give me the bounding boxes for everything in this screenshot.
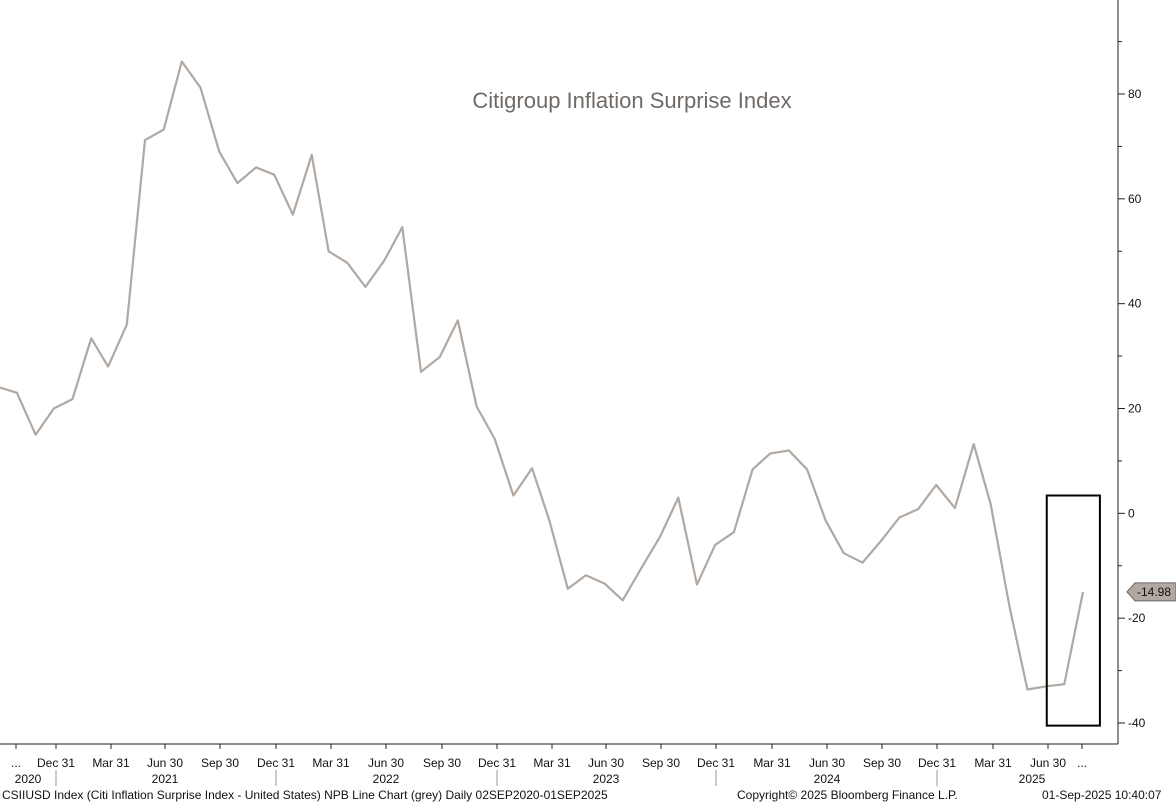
x-tick-label: Dec 31	[697, 756, 735, 770]
y-tick-label: 80	[1128, 87, 1142, 101]
year-label: 2024	[814, 772, 841, 786]
footer-left: CSIIUSD Index (Citi Inflation Surprise I…	[2, 788, 608, 802]
last-value-tag: -14.98	[1126, 582, 1176, 602]
y-tick-label: 0	[1128, 506, 1135, 520]
x-tick-label: Sep 30	[423, 756, 461, 770]
x-tick-label: Sep 30	[201, 756, 239, 770]
year-label: 2020	[15, 772, 42, 786]
y-tick-label: 60	[1128, 192, 1142, 206]
x-tick-label: Mar 31	[533, 756, 571, 770]
chart-title: Citigroup Inflation Surprise Index	[472, 88, 791, 113]
series-line	[0, 60, 1085, 691]
x-tick-label: Mar 31	[312, 756, 350, 770]
year-label: 2022	[373, 772, 400, 786]
x-axis: ... Dec 31 Mar 31 Jun 30 Sep 30 Dec 31 Mar 31 J…	[0, 743, 1118, 786]
y-tick-label: -20	[1128, 611, 1146, 625]
annotation-layer	[1045, 494, 1101, 727]
x-tick-label: Dec 31	[37, 756, 75, 770]
x-tick-label: Dec 31	[478, 756, 516, 770]
x-tick-label: Mar 31	[753, 756, 791, 770]
x-tick-label: ...	[1077, 756, 1087, 770]
x-tick-label: Mar 31	[92, 756, 130, 770]
footer-right: 01-Sep-2025 10:40:07	[1042, 788, 1162, 802]
x-tick-label: Jun 30	[809, 756, 845, 770]
highlight-box	[1045, 494, 1101, 727]
y-axis: 80 60 40 20 0 -20 -40	[1117, 0, 1146, 744]
year-label: 2021	[152, 772, 179, 786]
last-value-label: -14.98	[1137, 585, 1171, 599]
last-value-tag-bg	[1126, 582, 1176, 602]
x-tick-label: ...	[11, 756, 21, 770]
x-tick-label: Jun 30	[147, 756, 183, 770]
x-tick-label: Dec 31	[918, 756, 956, 770]
x-tick-label: Sep 30	[642, 756, 680, 770]
y-tick-label: 20	[1128, 402, 1142, 416]
footer-center: Copyright© 2025 Bloomberg Finance L.P.	[737, 788, 958, 802]
year-label: 2025	[1019, 772, 1046, 786]
y-tick-label: -40	[1128, 716, 1146, 730]
x-tick-label: Jun 30	[1030, 756, 1066, 770]
series-layer	[0, 60, 1085, 691]
year-label: 2023	[593, 772, 620, 786]
x-tick-label: Sep 30	[863, 756, 901, 770]
x-tick-label: Mar 31	[974, 756, 1012, 770]
x-tick-label: Jun 30	[588, 756, 624, 770]
x-tick-label: Jun 30	[368, 756, 404, 770]
y-tick-label: 40	[1128, 297, 1142, 311]
x-tick-label: Dec 31	[257, 756, 295, 770]
